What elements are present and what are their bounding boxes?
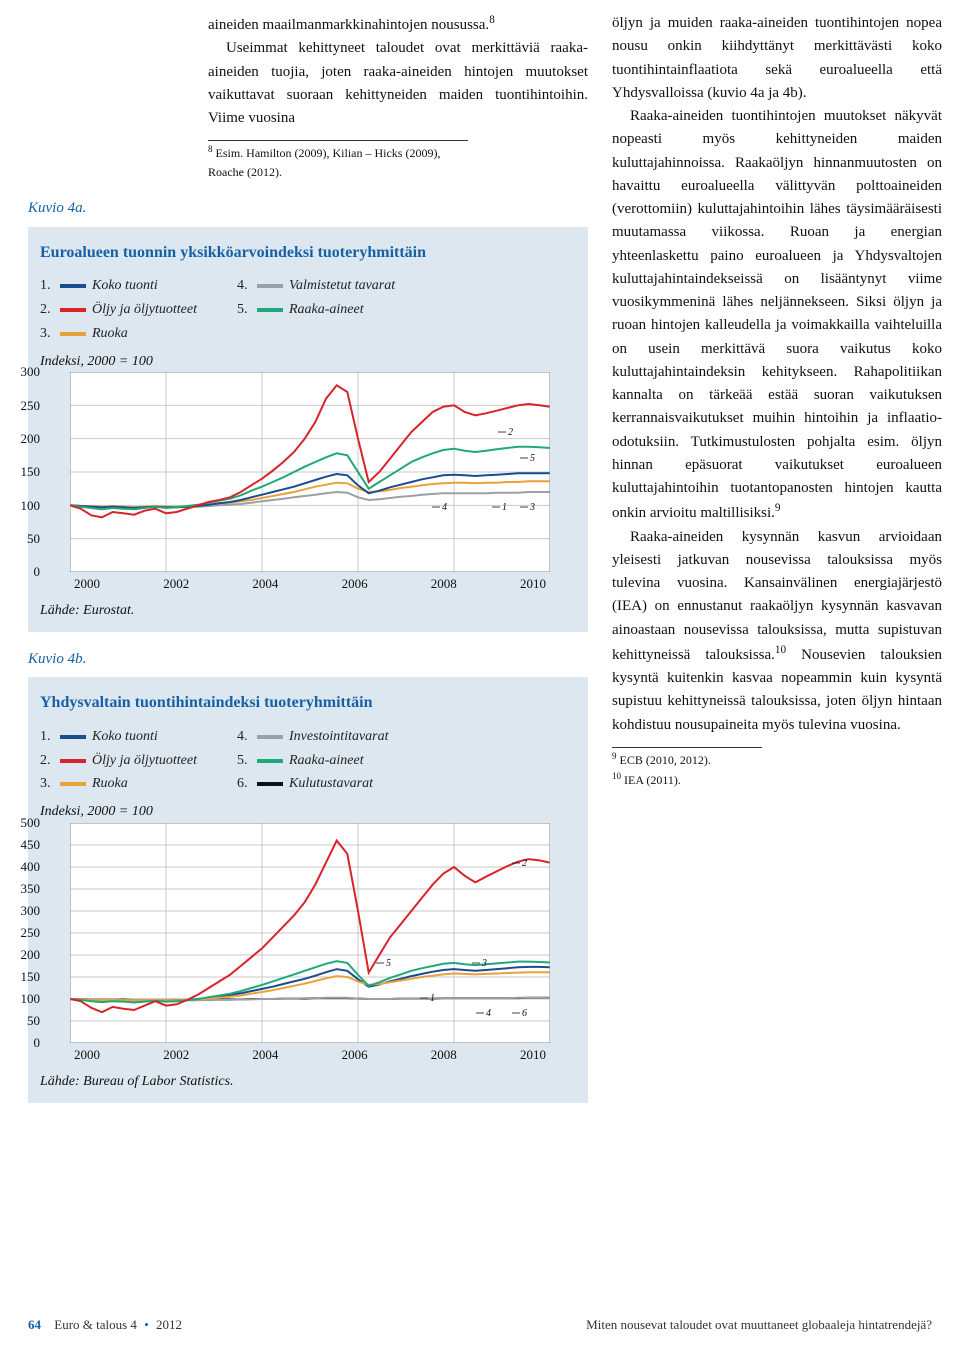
legend-item: 1.Koko tuonti — [40, 275, 197, 297]
svg-text:6: 6 — [522, 1008, 527, 1019]
chart-4a-xaxis: 200020022004200620082010 — [70, 574, 550, 594]
footnote-ref-9: 9 — [775, 502, 781, 514]
right-para1: öljyn ja muiden raaka-aineiden tuontihin… — [612, 12, 942, 105]
legend-item: 6.Kulutustavarat — [237, 773, 389, 795]
footnote-10-num: 10 — [612, 771, 621, 781]
legend-item: 2.Öljy ja öljytuotteet — [40, 299, 197, 321]
chart-4a-title: Euroalueen tuonnin yksikköarvoindeksi tu… — [40, 241, 576, 266]
legend-item: 4.Valmistetut tavarat — [237, 275, 395, 297]
chart-4a-label: Kuvio 4a. — [28, 197, 588, 220]
footnote-9-num: 9 — [612, 751, 617, 761]
svg-text:4: 4 — [486, 1008, 491, 1019]
chart-4b-label: Kuvio 4b. — [28, 648, 588, 671]
page-body: aineiden maailmanmarkkinahintojen nousus… — [0, 0, 960, 1111]
chart-4b-title: Yhdysvaltain tuontihintaindeksi tuoteryh… — [40, 691, 576, 716]
chart-4b-svg: 2 5 3 1 4 6 — [70, 823, 550, 1043]
svg-text:5: 5 — [386, 958, 391, 969]
chart-4b-xaxis: 200020022004200620082010 — [70, 1045, 550, 1065]
footer-year: 2012 — [156, 1317, 182, 1332]
footer-article: Miten nousevat taloudet ovat muuttaneet … — [586, 1315, 932, 1335]
chart-4b-legend: 1.Koko tuonti2.Öljy ja öljytuotteet3.Ruo… — [40, 726, 576, 797]
legend-item: 4.Investointitavarat — [237, 726, 389, 748]
right-footnotes: 9 ECB (2010, 2012). 10 IEA (2011). — [612, 747, 762, 790]
right-column: öljyn ja muiden raaka-aineiden tuontihin… — [612, 12, 942, 1111]
right-para2: Raaka-aineiden tuontihintojen muutokset … — [612, 108, 942, 521]
footnote-8-text: Esim. Hamilton (2009), Kilian – Hicks (2… — [208, 146, 440, 179]
footnote-9-text: ECB (2010, 2012). — [620, 753, 711, 767]
footnote-10-text: IEA (2011). — [624, 773, 681, 787]
intro-line1: aineiden maailmanmarkkinahintojen nousus… — [208, 17, 489, 33]
footnote-ref-10: 10 — [775, 644, 786, 656]
chart-4a-svg: 2 5 4 1 3 — [70, 372, 550, 572]
svg-text:1: 1 — [502, 502, 507, 513]
intro-text: aineiden maailmanmarkkinahintojen nousus… — [208, 12, 588, 130]
left-column: aineiden maailmanmarkkinahintojen nousus… — [28, 12, 588, 1111]
page-footer: 64 Euro & talous 4 • 2012 Miten nousevat… — [28, 1315, 932, 1335]
legend-item: 3.Ruoka — [40, 773, 197, 795]
svg-text:3: 3 — [529, 502, 535, 513]
legend-item: 5.Raaka-aineet — [237, 299, 395, 321]
legend-item: 1.Koko tuonti — [40, 726, 197, 748]
footer-dot-icon: • — [144, 1317, 149, 1332]
svg-text:1: 1 — [430, 993, 435, 1004]
right-para3a: Raaka-aineiden kysynnän kasvun arvioidaa… — [612, 529, 942, 663]
legend-item: 2.Öljy ja öljytuotteet — [40, 750, 197, 772]
chart-4b-source: Lähde: Bureau of Labor Statistics. — [40, 1071, 576, 1093]
footnote-8: 8 Esim. Hamilton (2009), Kilian – Hicks … — [208, 140, 468, 181]
chart-4a-index-label: Indeksi, 2000 = 100 — [40, 351, 576, 373]
svg-text:2: 2 — [508, 427, 513, 438]
footnote-8-num: 8 — [208, 144, 213, 154]
svg-text:5: 5 — [530, 453, 535, 464]
intro-para2: Useimmat kehittyneet taloudet ovat merki… — [208, 37, 588, 130]
chart-4a-legend: 1.Koko tuonti2.Öljy ja öljytuotteet3.Ruo… — [40, 275, 576, 346]
chart-4b-box: Yhdysvaltain tuontihintaindeksi tuoteryh… — [28, 677, 588, 1102]
legend-item: 5.Raaka-aineet — [237, 750, 389, 772]
svg-text:3: 3 — [481, 958, 487, 969]
svg-text:4: 4 — [442, 502, 447, 513]
chart-4b-index-label: Indeksi, 2000 = 100 — [40, 801, 576, 823]
legend-item: 3.Ruoka — [40, 323, 197, 345]
svg-text:2: 2 — [522, 858, 527, 869]
footer-journal: Euro & talous 4 — [54, 1317, 137, 1332]
footer-left: 64 Euro & talous 4 • 2012 — [28, 1315, 182, 1335]
page-number: 64 — [28, 1317, 41, 1332]
chart-4a-box: Euroalueen tuonnin yksikköarvoindeksi tu… — [28, 227, 588, 632]
footnote-ref-8: 8 — [489, 14, 495, 26]
chart-4a-source: Lähde: Eurostat. — [40, 600, 576, 622]
